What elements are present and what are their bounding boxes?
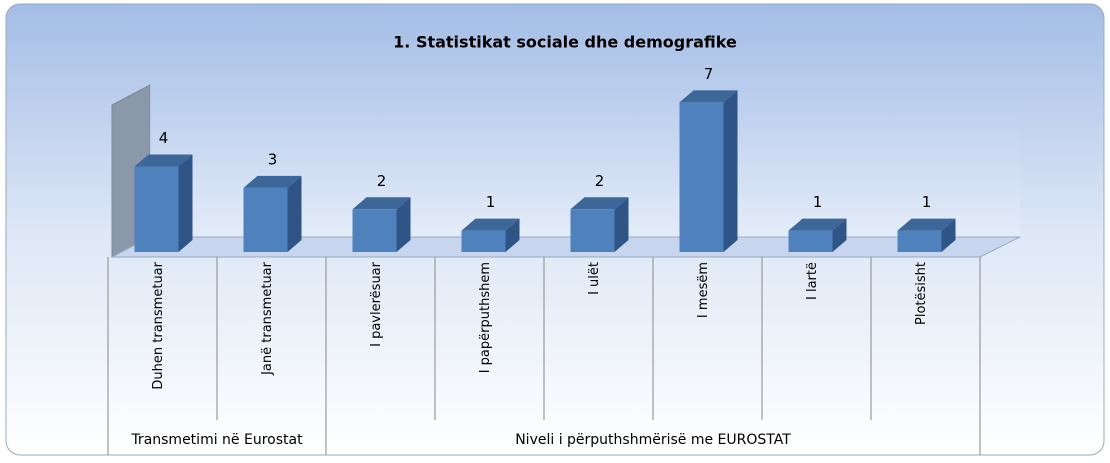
bar-face [287,175,302,252]
x-tick-label: Duhen transmetuar [151,261,166,389]
x-tick-label: I lartë [805,262,820,300]
x-tick-label: I ulët [587,262,602,295]
bar-face [832,218,847,252]
bar-face [134,166,179,252]
data-label: 2 [595,172,605,190]
data-label: 4 [159,129,169,147]
bar [352,197,411,252]
bar-face [134,154,193,167]
bar-face [941,218,956,252]
bar [243,175,302,252]
bar-face [897,230,942,252]
group-label: Transmetimi në Eurostat [130,432,303,448]
data-label: 7 [704,65,714,83]
bar-face [505,218,520,252]
bar-face [352,209,397,252]
bar-face [243,187,288,252]
data-label: 1 [486,193,496,211]
x-tick-label: Janë transmetuar [260,261,275,376]
bar-face [788,230,833,252]
bar-face [679,102,724,252]
bar-face [243,175,302,188]
x-tick-label: I mesëm [696,262,711,318]
bar-face [570,197,629,210]
x-tick-label: I pavlerësuar [369,261,384,347]
bar-face [461,230,506,252]
bar [788,218,847,252]
data-label: 2 [377,172,387,190]
bar-face [178,154,193,252]
data-label: 1 [813,193,823,211]
bar [570,197,629,252]
bar-face [723,90,738,252]
bar-face [614,197,629,252]
bar-face [570,209,615,252]
bar [897,218,956,252]
x-tick-label: Plotësisht [914,262,929,325]
bar [679,90,738,252]
bar-face [352,197,411,210]
bar-face [788,218,847,231]
bar-face [679,90,738,103]
group-label: Niveli i përputhshmërisë me EUROSTAT [515,432,791,448]
data-label: 1 [922,193,932,211]
x-tick-label: I papërputhshem [478,262,493,373]
data-label: 3 [268,150,278,168]
bar-face [461,218,520,231]
bar [134,154,193,252]
chart-title: 1. Statistikat sociale dhe demografike [393,33,737,52]
bar-face [396,197,411,252]
bar [461,218,520,252]
bar-face [897,218,956,231]
